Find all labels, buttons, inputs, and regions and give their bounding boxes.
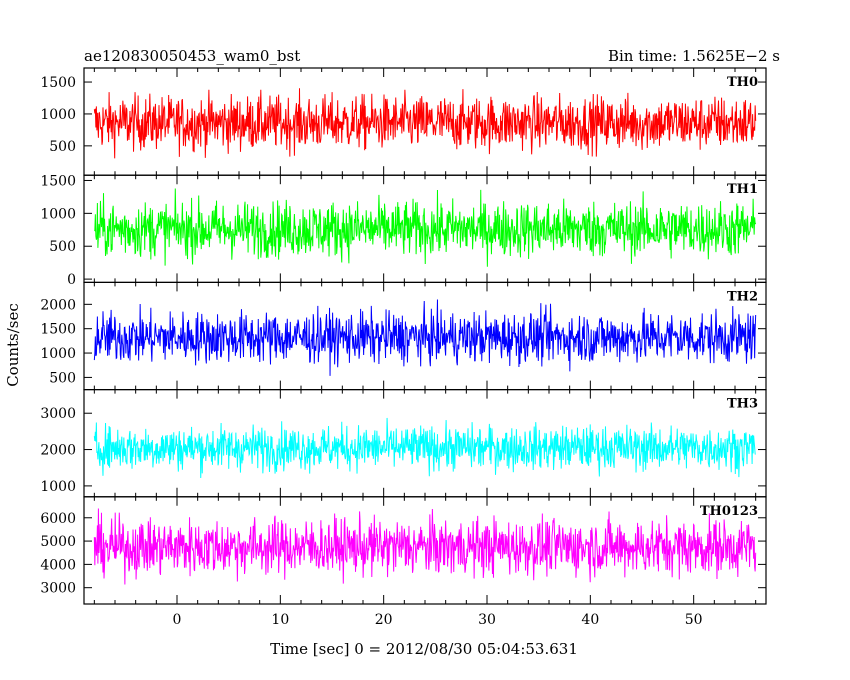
panel-label-th0: TH0 bbox=[727, 75, 758, 90]
y-tick-label: 5000 bbox=[40, 534, 76, 550]
series-line-th1 bbox=[93, 188, 757, 267]
y-tick-label: 4000 bbox=[40, 557, 76, 573]
y-tick-label: 1500 bbox=[40, 173, 76, 189]
series-line-th2 bbox=[93, 299, 757, 376]
chart-title-right: Bin time: 1.5625E−2 s bbox=[608, 47, 780, 65]
x-tick-label: 20 bbox=[375, 612, 393, 628]
x-tick-label: 50 bbox=[685, 612, 703, 628]
y-tick-label: 500 bbox=[49, 239, 76, 255]
x-tick-label: 10 bbox=[271, 612, 289, 628]
y-tick-label: 500 bbox=[49, 139, 76, 155]
y-tick-label: 0 bbox=[67, 272, 76, 288]
panel-label-th0123: TH0123 bbox=[700, 504, 758, 519]
panel-frame-th0 bbox=[83, 67, 767, 176]
y-tick-label: 3000 bbox=[40, 581, 76, 597]
panel-label-th1: TH1 bbox=[727, 182, 758, 197]
y-tick-label: 3000 bbox=[40, 406, 76, 422]
y-axis-label: Counts/sec bbox=[4, 303, 22, 387]
x-tick-label: 30 bbox=[478, 612, 496, 628]
y-tick-label: 1500 bbox=[40, 322, 76, 338]
y-tick-label: 1000 bbox=[40, 346, 76, 362]
y-tick-label: 1000 bbox=[40, 107, 76, 123]
panel-label-th2: TH2 bbox=[727, 289, 758, 304]
y-tick-label: 2000 bbox=[40, 443, 76, 459]
y-tick-label: 6000 bbox=[40, 511, 76, 527]
series-line-th0 bbox=[93, 88, 757, 159]
x-tick-label: 40 bbox=[581, 612, 599, 628]
y-tick-label: 1000 bbox=[40, 479, 76, 495]
y-tick-label: 1500 bbox=[40, 75, 76, 91]
panel-label-th3: TH3 bbox=[727, 397, 758, 412]
series-line-th3 bbox=[93, 417, 756, 478]
y-tick-label: 500 bbox=[49, 370, 76, 386]
chart-title-left: ae120830050453_wam0_bst bbox=[84, 47, 300, 65]
y-tick-label: 2000 bbox=[40, 297, 76, 313]
x-axis-label: Time [sec] 0 = 2012/08/30 05:04:53.631 bbox=[270, 640, 578, 658]
x-tick-label: 0 bbox=[173, 612, 182, 628]
y-tick-label: 1000 bbox=[40, 206, 76, 222]
series-line-th0123 bbox=[93, 508, 757, 585]
